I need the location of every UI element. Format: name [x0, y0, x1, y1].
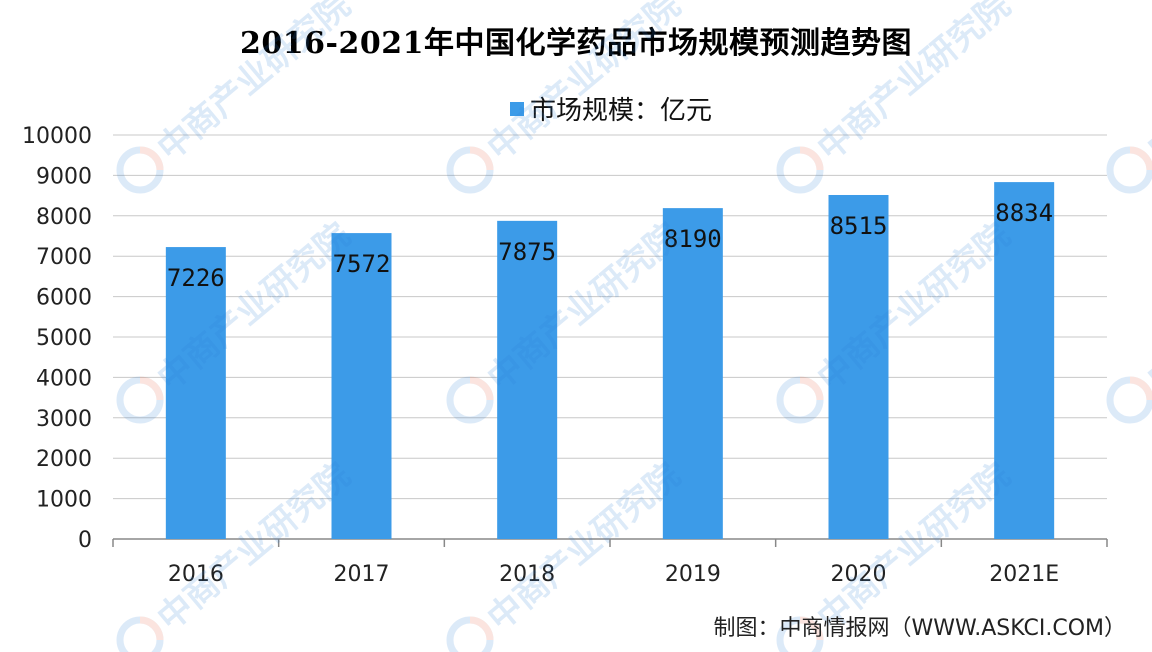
x-tick-label: 2021E [989, 562, 1059, 587]
bar [497, 220, 558, 539]
x-tick-label: 2017 [334, 562, 390, 587]
data-label: 8190 [664, 225, 722, 253]
bar [331, 233, 392, 540]
y-tick-label: 7000 [36, 245, 92, 270]
y-tick-label: 5000 [36, 326, 92, 351]
x-tick-label: 2019 [665, 562, 721, 587]
bar [165, 247, 226, 540]
data-label: 7226 [167, 264, 225, 292]
y-tick-label: 8000 [36, 205, 92, 230]
data-label: 7572 [333, 250, 391, 278]
data-label: 8515 [830, 212, 888, 240]
bar [828, 194, 889, 539]
source-credit: 制图：中商情报网（WWW.ASKCI.COM） [713, 616, 1126, 641]
y-tick-label: 9000 [36, 164, 92, 189]
y-tick-label: 3000 [36, 407, 92, 432]
data-label: 7875 [498, 238, 556, 266]
legend: 市场规模：亿元 [510, 90, 712, 127]
legend-swatch [510, 101, 524, 116]
data-label: 8834 [995, 199, 1053, 227]
y-tick-label: 1000 [36, 488, 92, 513]
y-tick-label: 0 [78, 528, 92, 553]
bar [994, 182, 1055, 540]
x-tick-label: 2020 [831, 562, 887, 587]
y-tick-label: 6000 [36, 286, 92, 311]
y-tick-label: 2000 [36, 447, 92, 472]
x-tick-label: 2016 [168, 562, 224, 587]
legend-label: 市场规模：亿元 [530, 96, 713, 126]
chart-title: 2016-2021年中国化学药品市场规模预测趋势图 [240, 26, 912, 61]
bar [662, 208, 723, 539]
y-tick-label: 4000 [36, 366, 92, 391]
y-tick-label: 10000 [22, 124, 92, 149]
x-tick-label: 2018 [499, 562, 555, 587]
